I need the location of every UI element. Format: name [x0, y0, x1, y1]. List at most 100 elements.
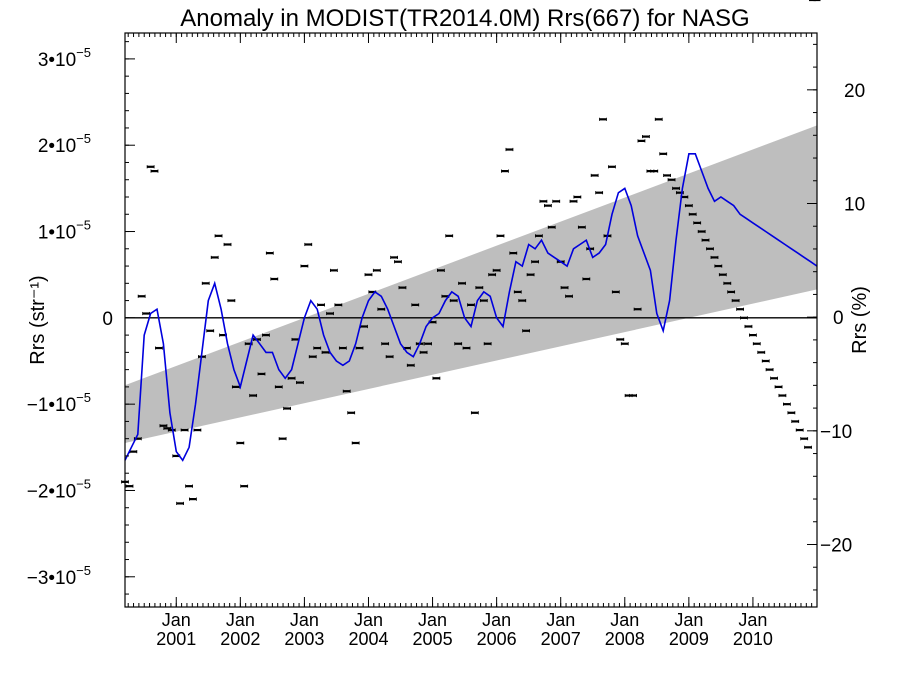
- y-right-tick-label: 10: [844, 194, 865, 215]
- data-point: [778, 393, 787, 398]
- chart-title: Anomaly in MODIST(TR2014.0M) Rrs(667) fo…: [180, 5, 749, 32]
- x-tick-month-label: Jan: [482, 610, 511, 630]
- data-point: [223, 242, 232, 247]
- y-tick-label: 1•10−5: [38, 218, 91, 244]
- data-point: [697, 229, 706, 234]
- data-point: [424, 342, 432, 346]
- smoothed-series-line: [124, 153, 818, 462]
- data-point: [608, 165, 616, 169]
- data-point: [206, 329, 215, 333]
- data-point: [458, 281, 466, 285]
- data-point: [265, 251, 274, 255]
- data-point: [582, 277, 591, 281]
- data-point: [667, 178, 676, 182]
- data-point: [770, 376, 778, 380]
- data-point: [262, 333, 270, 337]
- data-point: [449, 298, 458, 303]
- data-point: [185, 484, 193, 488]
- data-point: [727, 290, 736, 294]
- data-point: [338, 346, 347, 350]
- data-point: [543, 204, 552, 208]
- data-point: [565, 294, 573, 298]
- data-point: [300, 264, 309, 268]
- data-point: [137, 294, 146, 298]
- data-point: [470, 411, 479, 415]
- data-point: [782, 402, 791, 406]
- y-tick-label: −2•10−5: [27, 476, 91, 502]
- y-tick-label: −1•10−5: [27, 390, 91, 416]
- data-point: [672, 186, 680, 190]
- data-point: [552, 199, 561, 203]
- data-point: [693, 221, 702, 225]
- data-point: [394, 260, 402, 264]
- data-point: [492, 268, 501, 272]
- x-tick-year-label: 2009: [669, 629, 709, 649]
- data-point: [577, 225, 586, 229]
- data-point: [535, 234, 543, 238]
- right-y-axis-label: Rrs (%): [849, 286, 871, 354]
- data-point: [620, 342, 629, 346]
- y-tick-label: 0: [102, 309, 113, 330]
- y-right-tick-label: 0: [833, 308, 844, 329]
- data-point: [654, 117, 663, 121]
- data-point: [377, 307, 386, 311]
- y-right-tick-label: −10: [820, 422, 852, 443]
- x-tick-year-label: 2004: [348, 629, 388, 649]
- data-point: [560, 286, 569, 290]
- data-point: [718, 273, 727, 277]
- x-tick-year-label: 2008: [605, 629, 645, 649]
- data-point: [240, 484, 249, 488]
- data-point: [334, 303, 343, 307]
- data-point: [804, 445, 812, 449]
- y-right-tick-label: 20: [844, 81, 865, 102]
- data-point: [249, 393, 258, 398]
- data-point: [791, 419, 800, 424]
- data-point: [479, 298, 488, 303]
- data-point: [659, 152, 668, 156]
- data-point: [599, 117, 607, 121]
- data-point: [774, 385, 783, 389]
- data-point: [761, 359, 770, 363]
- x-tick-year-label: 2005: [413, 629, 453, 649]
- data-point: [329, 268, 338, 272]
- data-point: [381, 342, 390, 346]
- data-point: [765, 368, 774, 372]
- data-point: [364, 273, 373, 277]
- data-point: [436, 268, 445, 272]
- data-point: [757, 350, 766, 354]
- data-point: [569, 199, 578, 203]
- data-point: [342, 389, 351, 393]
- left-y-axis: 3•10−5 2•10−5 1•10−5 0 −1•10−5 −2•10−5 −3•10−5: [27, 41, 135, 595]
- data-point: [411, 303, 420, 307]
- data-point: [684, 204, 693, 208]
- data-point: [142, 311, 151, 316]
- x-tick-year-label: 2002: [220, 629, 260, 649]
- data-point: [326, 311, 334, 316]
- data-point: [710, 255, 719, 260]
- y-tick-label: 2•10−5: [38, 131, 91, 157]
- data-point: [740, 316, 748, 320]
- data-point: [513, 290, 522, 294]
- data-point: [787, 411, 796, 415]
- data-point: [129, 450, 138, 454]
- data-point: [159, 424, 168, 428]
- data-point: [723, 281, 732, 285]
- data-point: [637, 139, 646, 143]
- data-point: [432, 376, 441, 380]
- data-point: [146, 165, 155, 169]
- data-point: [509, 251, 518, 255]
- data-point: [180, 428, 189, 432]
- data-point: [257, 372, 266, 376]
- data-point: [650, 169, 659, 173]
- data-point: [633, 307, 642, 311]
- data-point: [714, 264, 723, 268]
- plot-frame: [124, 32, 818, 608]
- data-point: [688, 212, 697, 216]
- data-point: [749, 333, 757, 337]
- data-point: [167, 428, 176, 432]
- x-tick-month-label: Jan: [418, 610, 447, 630]
- plot-area: [121, 0, 821, 608]
- data-point: [347, 411, 356, 415]
- data-point: [736, 307, 745, 311]
